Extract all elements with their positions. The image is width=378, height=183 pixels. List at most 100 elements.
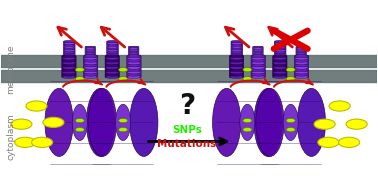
Ellipse shape (84, 57, 97, 60)
Ellipse shape (297, 51, 306, 53)
Ellipse shape (86, 51, 95, 53)
Ellipse shape (127, 73, 141, 76)
Ellipse shape (84, 73, 97, 76)
Ellipse shape (252, 71, 265, 74)
Circle shape (318, 137, 339, 147)
Ellipse shape (105, 71, 119, 74)
Ellipse shape (129, 46, 138, 48)
Ellipse shape (62, 75, 76, 79)
Bar (1, 55, 377, 67)
Ellipse shape (86, 56, 95, 57)
FancyBboxPatch shape (229, 56, 244, 78)
Ellipse shape (295, 68, 308, 72)
Ellipse shape (86, 46, 95, 48)
Ellipse shape (86, 52, 95, 54)
Ellipse shape (64, 53, 74, 55)
Ellipse shape (230, 73, 243, 76)
Bar (1, 70, 377, 81)
Ellipse shape (253, 55, 262, 56)
Ellipse shape (129, 49, 138, 50)
Ellipse shape (84, 64, 97, 67)
Ellipse shape (253, 53, 262, 55)
Ellipse shape (252, 73, 265, 76)
Ellipse shape (275, 51, 285, 54)
Ellipse shape (107, 44, 118, 46)
Ellipse shape (273, 59, 287, 62)
Ellipse shape (230, 66, 243, 69)
FancyBboxPatch shape (64, 41, 75, 58)
Ellipse shape (297, 88, 325, 156)
Text: cytoplasm: cytoplasm (6, 113, 15, 160)
FancyBboxPatch shape (84, 56, 98, 78)
Ellipse shape (295, 66, 308, 69)
Ellipse shape (295, 73, 308, 76)
Ellipse shape (64, 42, 74, 45)
Ellipse shape (105, 68, 119, 72)
Ellipse shape (86, 49, 95, 50)
FancyBboxPatch shape (294, 56, 309, 78)
Ellipse shape (240, 104, 255, 141)
Ellipse shape (105, 66, 119, 69)
Text: SNPs: SNPs (172, 125, 202, 135)
FancyBboxPatch shape (105, 56, 119, 78)
Ellipse shape (275, 40, 285, 43)
Ellipse shape (105, 73, 119, 76)
Ellipse shape (252, 57, 265, 60)
Circle shape (11, 119, 32, 129)
Ellipse shape (275, 48, 285, 50)
Ellipse shape (295, 55, 308, 58)
Circle shape (243, 77, 252, 81)
Circle shape (75, 127, 84, 132)
Ellipse shape (212, 88, 241, 156)
Circle shape (286, 68, 295, 72)
Ellipse shape (252, 59, 265, 62)
FancyBboxPatch shape (296, 46, 307, 58)
Ellipse shape (253, 56, 262, 57)
Ellipse shape (129, 50, 138, 51)
Ellipse shape (129, 53, 138, 55)
Circle shape (286, 118, 295, 123)
Ellipse shape (84, 71, 97, 74)
Circle shape (119, 68, 128, 72)
Ellipse shape (116, 104, 131, 141)
Circle shape (243, 127, 252, 132)
Ellipse shape (232, 57, 242, 59)
Ellipse shape (107, 48, 118, 50)
Ellipse shape (62, 59, 76, 62)
Ellipse shape (105, 57, 119, 60)
FancyBboxPatch shape (231, 41, 243, 58)
Ellipse shape (297, 57, 306, 59)
Ellipse shape (62, 64, 76, 67)
Ellipse shape (107, 49, 118, 52)
FancyBboxPatch shape (274, 41, 286, 58)
Ellipse shape (297, 52, 306, 54)
Ellipse shape (297, 56, 306, 57)
Circle shape (75, 68, 84, 72)
Ellipse shape (84, 66, 97, 69)
Ellipse shape (62, 61, 76, 65)
Ellipse shape (129, 56, 138, 57)
Ellipse shape (127, 66, 141, 69)
Ellipse shape (252, 66, 265, 69)
Ellipse shape (64, 48, 74, 50)
Ellipse shape (297, 55, 306, 56)
Ellipse shape (105, 64, 119, 67)
Circle shape (346, 119, 367, 129)
Ellipse shape (105, 59, 119, 62)
Ellipse shape (273, 64, 287, 67)
Ellipse shape (252, 68, 265, 72)
FancyBboxPatch shape (129, 46, 139, 58)
Ellipse shape (107, 55, 118, 57)
Ellipse shape (232, 49, 242, 52)
Ellipse shape (232, 48, 242, 50)
Ellipse shape (129, 47, 138, 49)
Ellipse shape (127, 64, 141, 67)
Circle shape (243, 118, 252, 123)
Ellipse shape (230, 64, 243, 67)
Circle shape (286, 77, 295, 81)
Circle shape (75, 77, 84, 81)
Ellipse shape (273, 71, 287, 74)
Ellipse shape (127, 59, 141, 62)
Ellipse shape (252, 61, 265, 65)
Ellipse shape (273, 66, 287, 69)
